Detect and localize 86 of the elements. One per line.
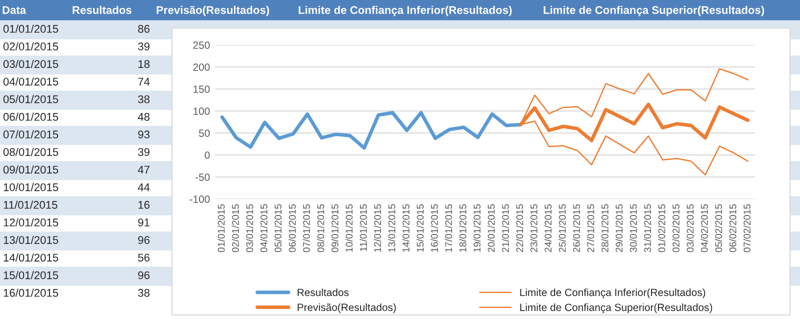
x-tick-label: 15/01/2015 [416, 204, 424, 252]
text: 48 [138, 112, 150, 121]
text: 91 [138, 218, 150, 226]
x-tick-label: 25/01/2015 [558, 204, 566, 252]
legend-label: Resultados [298, 288, 349, 296]
text: 44 [138, 183, 150, 192]
text: 15/01/2015 [4, 271, 58, 280]
x-tick-label: 01/02/2015 [658, 204, 666, 252]
x-tick-label: 13/01/2015 [388, 204, 396, 252]
x-tick-label: 03/02/2015 [686, 204, 694, 252]
x-tick-label: 09/01/2015 [331, 204, 338, 252]
y-tick-label: 50 [198, 130, 210, 137]
y-tick-label: 0 [204, 152, 210, 159]
text: Data [2, 6, 26, 14]
text: 38 [138, 288, 150, 297]
text: 10/01/2015 [4, 183, 58, 192]
x-tick-label: 22/01/2015 [516, 204, 524, 252]
text: 04/01/2015 [3, 77, 58, 86]
x-tick-label: 28/01/2015 [601, 204, 608, 252]
legend-label: Previsão(Resultados) [298, 303, 396, 314]
x-tick-label: 14/01/2015 [402, 204, 410, 252]
x-tick-label: 06/01/2015 [288, 204, 296, 252]
text: 74 [138, 78, 150, 86]
legend-label: Limite de Confiança Superior(Resultados) [520, 303, 712, 314]
x-tick-label: 05/02/2015 [714, 204, 722, 252]
x-tick-label: 18/01/2015 [459, 204, 466, 252]
y-tick-label: 200 [193, 64, 210, 71]
x-tick-label: 17/01/2015 [444, 204, 452, 252]
x-tick-label: 29/01/2015 [615, 204, 623, 252]
text: 56 [138, 254, 150, 262]
x-tick-label: 01/01/2015 [218, 204, 225, 252]
text: 96 [138, 236, 150, 244]
x-tick-label: 02/02/2015 [672, 204, 680, 252]
text: 16 [138, 200, 150, 209]
text: Limite de Confiança Inferior(Resultados) [298, 6, 512, 16]
text: 02/01/2015 [3, 42, 58, 50]
x-tick-label: 11/01/2015 [360, 204, 367, 252]
text: 39 [138, 148, 150, 156]
x-tick-label: 27/01/2015 [587, 204, 594, 252]
x-tick-label: 21/01/2015 [502, 204, 509, 252]
y-tick-label: 250 [193, 42, 210, 49]
text: 93 [138, 130, 150, 138]
text: 96 [138, 271, 150, 280]
text: Resultados [72, 6, 132, 14]
x-tick-label: 05/01/2015 [274, 204, 282, 252]
x-tick-label: 31/01/2015 [644, 204, 652, 252]
y-tick-label: 100 [194, 108, 210, 115]
text: 08/01/2015 [3, 148, 58, 156]
x-tick-label: 04/02/2015 [700, 204, 708, 252]
text: 86 [138, 24, 150, 33]
text: 03/01/2015 [3, 60, 58, 68]
text: 39 [138, 42, 150, 50]
x-tick-label: 23/01/2015 [530, 204, 538, 252]
text: 12/01/2015 [4, 218, 58, 226]
y-tick-label: -100 [190, 196, 210, 203]
text: 05/01/2015 [3, 95, 58, 104]
text: 18 [138, 60, 150, 68]
text: Previsão(Resultados) [156, 6, 270, 16]
x-tick-label: 26/01/2015 [572, 204, 580, 252]
text: 13/01/2015 [4, 236, 58, 244]
text: 47 [138, 166, 150, 174]
text: 16/01/2015 [4, 288, 58, 297]
x-tick-label: 06/02/2015 [729, 204, 736, 252]
x-tick-label: 19/01/2015 [473, 204, 481, 252]
legend-label: Limite de Confiança Inferior(Resultados) [520, 288, 706, 298]
y-tick-label: 150 [194, 86, 210, 93]
x-tick-label: 24/01/2015 [544, 204, 552, 252]
text: 06/01/2015 [3, 112, 58, 121]
x-tick-label: 08/01/2015 [317, 204, 324, 252]
text: 09/01/2015 [3, 165, 58, 174]
y-tick-label: -50 [196, 174, 210, 181]
x-tick-label: 30/01/2015 [630, 204, 637, 252]
text: 07/01/2015 [3, 130, 58, 138]
x-tick-label: 02/01/2015 [232, 204, 239, 252]
x-tick-label: 20/01/2015 [488, 204, 495, 252]
text: 01/01/2015 [3, 24, 58, 33]
x-tick-label: 07/02/2015 [743, 204, 751, 252]
x-tick-label: 03/01/2015 [246, 204, 254, 252]
x-tick-label: 04/01/2015 [260, 204, 268, 252]
x-tick-label: 16/01/2015 [430, 204, 438, 252]
x-tick-label: 12/01/2015 [374, 204, 382, 252]
x-tick-label: 10/01/2015 [345, 204, 353, 252]
text: Limite de Confiança Superior(Resultados) [544, 6, 764, 16]
text: 38 [138, 95, 150, 104]
x-tick-label: 07/01/2015 [302, 204, 310, 252]
text: 14/01/2015 [4, 253, 58, 262]
